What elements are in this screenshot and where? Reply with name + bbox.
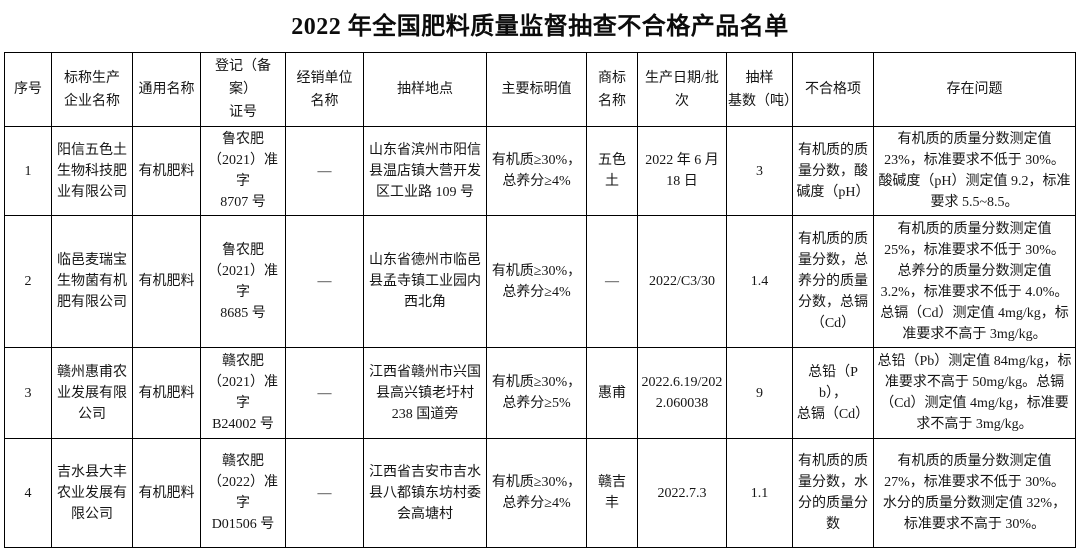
cell-sample-base-tons: 3 [726, 126, 793, 216]
col-header-sampling-location: 抽样地点 [363, 52, 487, 127]
cell-generic-name: 有机肥料 [132, 438, 201, 548]
cell-unqualified-items: 总铅（Pb）， 总镉（Cd） [792, 347, 874, 439]
cell-production-date-batch: 2022.6.19/202 2.060038 [637, 347, 727, 439]
col-header-sample-base-tons: 抽样 基数（吨） [726, 52, 798, 127]
cell-production-date-batch: 2022/C3/30 [637, 215, 727, 348]
table-header-row: 序号 标称生产 企业名称 通用名称 登记（备案） 证号 经销单位 名称 抽样地点… [4, 52, 1076, 127]
col-header-generic-name: 通用名称 [132, 52, 201, 127]
cell-problems: 有机质的质量分数测定值 23%，标准要求不低于 30%。 酸碱度（pH）测定值 … [873, 126, 1076, 216]
cell-sampling-location: 山东省滨州市阳信 县温店镇大营开发 区工业路 109 号 [363, 126, 487, 216]
cell-sampling-location: 山东省德州市临邑 县孟寺镇工业园内 西北角 [363, 215, 487, 348]
cell-unqualified-items: 有机质的质 量分数，水 分的质量分 数 [792, 438, 874, 548]
cell-registration-no: 鲁农肥 （2021）准字 8707 号 [200, 126, 286, 216]
table-row: 4 吉水县大丰 农业发展有 限公司 有机肥料 赣农肥 （2022）准字 D015… [4, 438, 1076, 548]
col-header-unqualified-items: 不合格项 [792, 52, 874, 127]
col-header-labeled-values: 主要标明值 [486, 52, 587, 127]
col-header-production-date-batch: 生产日期/批 次 [637, 52, 727, 127]
cell-serial: 2 [4, 215, 52, 348]
cell-problems: 总铅（Pb）测定值 84mg/kg，标 准要求不高于 50mg/kg。总镉 （C… [873, 347, 1076, 439]
table-row: 3 赣州惠甫农 业发展有限 公司 有机肥料 赣农肥 （2021）准字 B2400… [4, 347, 1076, 439]
cell-manufacturer: 赣州惠甫农 业发展有限 公司 [51, 347, 133, 439]
cell-registration-no: 鲁农肥 （2021）准字 8685 号 [200, 215, 286, 348]
cell-production-date-batch: 2022.7.3 [637, 438, 727, 548]
cell-registration-no: 赣农肥 （2022）准字 D01506 号 [200, 438, 286, 548]
cell-sample-base-tons: 1.1 [726, 438, 793, 548]
cell-problems: 有机质的质量分数测定值 27%，标准要求不低于 30%。 水分的质量分数测定值 … [873, 438, 1076, 548]
cell-manufacturer: 阳信五色土 生物科技肥 业有限公司 [51, 126, 133, 216]
page-title: 2022 年全国肥料质量监督抽查不合格产品名单 [291, 14, 789, 40]
col-header-serial: 序号 [4, 52, 52, 127]
cell-sample-base-tons: 9 [726, 347, 793, 439]
cell-distributor: — [285, 215, 364, 348]
cell-serial: 3 [4, 347, 52, 439]
cell-generic-name: 有机肥料 [132, 215, 201, 348]
cell-sampling-location: 江西省吉安市吉水 县八都镇东坊村委 会高塘村 [363, 438, 487, 548]
cell-trademark: 赣吉 丰 [586, 438, 638, 548]
table-row: 1 阳信五色土 生物科技肥 业有限公司 有机肥料 鲁农肥 （2021）准字 87… [4, 126, 1076, 216]
col-header-problems: 存在问题 [873, 52, 1076, 127]
cell-trademark: — [586, 215, 638, 348]
cell-registration-no: 赣农肥 （2021）准字 B24002 号 [200, 347, 286, 439]
cell-problems: 有机质的质量分数测定值 25%，标准要求不低于 30%。 总养分的质量分数测定值… [873, 215, 1076, 348]
cell-trademark: 五色 土 [586, 126, 638, 216]
cell-production-date-batch: 2022 年 6 月 18 日 [637, 126, 727, 216]
table-row: 2 临邑麦瑞宝 生物菌有机 肥有限公司 有机肥料 鲁农肥 （2021）准字 86… [4, 215, 1076, 348]
cell-labeled-values: 有机质≥30%， 总养分≥5% [486, 347, 587, 439]
cell-serial: 4 [4, 438, 52, 548]
cell-labeled-values: 有机质≥30%， 总养分≥4% [486, 215, 587, 348]
cell-unqualified-items: 有机质的质 量分数，酸 碱度（pH） [792, 126, 874, 216]
cell-manufacturer: 吉水县大丰 农业发展有 限公司 [51, 438, 133, 548]
cell-labeled-values: 有机质≥30%， 总养分≥4% [486, 126, 587, 216]
unqualified-products-table: 序号 标称生产 企业名称 通用名称 登记（备案） 证号 经销单位 名称 抽样地点… [4, 52, 1076, 548]
cell-trademark: 惠甫 [586, 347, 638, 439]
cell-serial: 1 [4, 126, 52, 216]
cell-unqualified-items: 有机质的质 量分数，总 养分的质量 分数，总镉 （Cd） [792, 215, 874, 348]
cell-generic-name: 有机肥料 [132, 347, 201, 439]
cell-labeled-values: 有机质≥30%， 总养分≥4% [486, 438, 587, 548]
col-header-manufacturer: 标称生产 企业名称 [51, 52, 133, 127]
cell-manufacturer: 临邑麦瑞宝 生物菌有机 肥有限公司 [51, 215, 133, 348]
cell-sampling-location: 江西省赣州市兴国 县高兴镇老圩村 238 国道旁 [363, 347, 487, 439]
col-header-registration-no: 登记（备案） 证号 [200, 52, 286, 127]
cell-distributor: — [285, 438, 364, 548]
col-header-distributor: 经销单位 名称 [285, 52, 364, 127]
cell-distributor: — [285, 347, 364, 439]
cell-sample-base-tons: 1.4 [726, 215, 793, 348]
cell-generic-name: 有机肥料 [132, 126, 201, 216]
col-header-trademark: 商标 名称 [586, 52, 638, 127]
cell-distributor: — [285, 126, 364, 216]
